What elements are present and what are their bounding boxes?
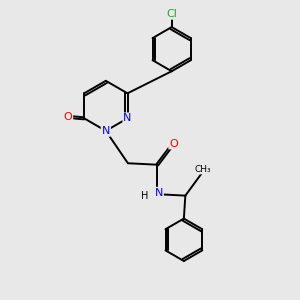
Text: N: N [154, 188, 163, 198]
Text: Cl: Cl [166, 9, 177, 19]
Text: N: N [102, 126, 110, 136]
Text: O: O [64, 112, 72, 122]
Text: CH₃: CH₃ [195, 165, 211, 174]
Text: N: N [123, 113, 132, 123]
Text: O: O [169, 139, 178, 148]
Text: H: H [141, 190, 149, 201]
